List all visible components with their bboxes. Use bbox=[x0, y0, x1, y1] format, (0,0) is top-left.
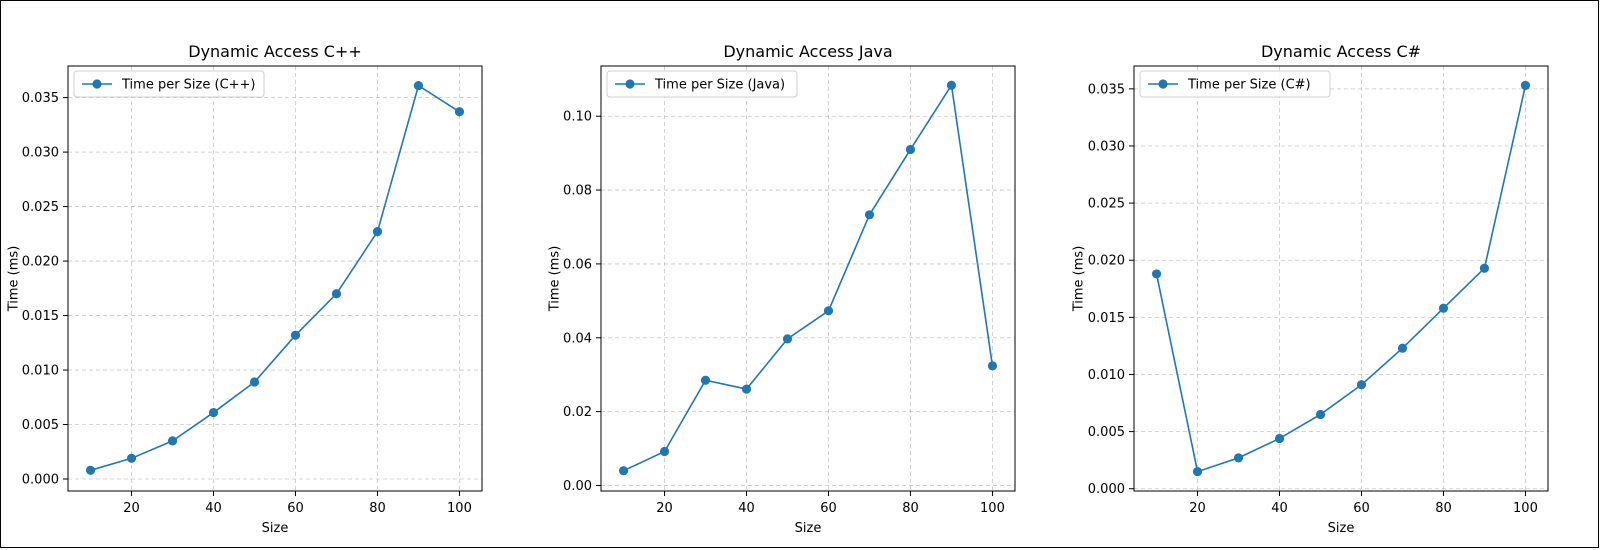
data-point bbox=[1356, 380, 1367, 390]
y-tick-label: 0.020 bbox=[22, 255, 59, 270]
x-tick-label: 20 bbox=[1189, 501, 1206, 516]
data-point bbox=[946, 80, 957, 90]
data-point bbox=[1151, 269, 1162, 279]
data-point bbox=[741, 384, 752, 394]
y-tick-label: 0.000 bbox=[1088, 482, 1125, 497]
legend-label: Time per Size (C++) bbox=[121, 78, 256, 93]
y-axis-label: Time (ms) bbox=[548, 246, 563, 313]
data-point bbox=[823, 306, 834, 316]
data-point bbox=[1315, 409, 1326, 420]
data-point bbox=[249, 377, 260, 387]
legend-point-marker bbox=[625, 79, 635, 89]
x-tick-label: 20 bbox=[123, 501, 140, 516]
y-tick-label: 0.025 bbox=[1088, 197, 1125, 212]
chart-panel-2: 20 40 60 80 100 0.00 0.02 0.04 0.06 0.08 0.10 Dynam… bbox=[548, 42, 1016, 536]
x-tick-label: 40 bbox=[1271, 501, 1288, 516]
legend-box bbox=[73, 70, 265, 98]
y-tick-label: 0.015 bbox=[1088, 311, 1125, 326]
data-point bbox=[1438, 303, 1449, 313]
y-tick-label: 0.000 bbox=[22, 473, 59, 488]
chart-title: Dynamic Access C++ bbox=[188, 42, 362, 61]
data-point bbox=[167, 436, 178, 446]
legend: Time per Size (Java) bbox=[606, 70, 798, 98]
data-point bbox=[659, 446, 670, 457]
y-tick-label: 0.030 bbox=[22, 146, 59, 161]
x-tick-label: 100 bbox=[447, 501, 472, 516]
legend-label: Time per Size (Java) bbox=[654, 78, 785, 93]
x-tick-label: 40 bbox=[205, 501, 222, 516]
y-tick-label: 0.015 bbox=[22, 309, 59, 324]
series-line bbox=[90, 84, 460, 472]
data-point bbox=[1479, 263, 1490, 273]
y-tick-label: 0.005 bbox=[22, 418, 59, 433]
x-tick-label: 100 bbox=[980, 501, 1005, 516]
y-tick-label: 0.025 bbox=[22, 200, 59, 215]
chart-panel-3: 20 40 60 80 100 0.000 0.005 0.010 0.015 0.020 0.02… bbox=[1072, 42, 1549, 536]
data-point bbox=[1192, 466, 1203, 477]
data-point bbox=[700, 375, 711, 385]
y-tick-label: 0.02 bbox=[563, 405, 592, 420]
y-tick-label: 0.020 bbox=[1088, 254, 1125, 269]
data-point bbox=[85, 465, 96, 475]
data-point bbox=[454, 107, 465, 117]
plot-area-border bbox=[600, 65, 1016, 492]
x-axis-label: Size bbox=[1328, 521, 1355, 536]
x-tick-label: 20 bbox=[656, 501, 673, 516]
x-tick-label: 60 bbox=[287, 501, 304, 516]
x-axis-label: Size bbox=[262, 521, 289, 536]
data-point bbox=[782, 334, 793, 344]
y-tick-label: 0.010 bbox=[22, 364, 59, 379]
chart-title: Dynamic Access Java bbox=[723, 42, 892, 61]
data-point bbox=[905, 144, 916, 155]
data-point bbox=[1520, 80, 1531, 91]
y-tick-label: 0.010 bbox=[1088, 368, 1125, 383]
legend-point-marker bbox=[1158, 79, 1168, 89]
y-axis-label: Time (ms) bbox=[7, 246, 22, 313]
series-line bbox=[623, 82, 994, 472]
x-tick-label: 40 bbox=[738, 501, 755, 516]
x-tick-label: 60 bbox=[1353, 501, 1370, 516]
x-tick-label: 80 bbox=[902, 501, 919, 516]
data-point bbox=[987, 361, 998, 371]
data-point bbox=[331, 289, 342, 299]
data-point bbox=[126, 453, 137, 463]
y-tick-label: 0.035 bbox=[1088, 82, 1125, 97]
plot-area-border bbox=[67, 65, 483, 492]
x-tick-label: 80 bbox=[1435, 501, 1452, 516]
x-tick-label: 100 bbox=[1513, 501, 1538, 516]
y-tick-label: 0.00 bbox=[563, 479, 592, 494]
y-axis-label: Time (ms) bbox=[1072, 246, 1087, 313]
y-tick-label: 0.06 bbox=[563, 257, 592, 272]
data-point bbox=[1274, 433, 1285, 444]
series-line bbox=[1155, 85, 1527, 473]
legend: Time per Size (C++) bbox=[73, 70, 265, 98]
legend-box bbox=[606, 70, 798, 98]
legend: Time per Size (C#) bbox=[1139, 70, 1331, 98]
plot-area-border bbox=[1133, 65, 1549, 492]
x-axis-label: Size bbox=[795, 521, 822, 536]
chart-title: Dynamic Access C# bbox=[1261, 42, 1421, 61]
x-tick-label: 60 bbox=[820, 501, 837, 516]
y-tick-label: 0.10 bbox=[563, 110, 592, 125]
y-tick-label: 0.04 bbox=[563, 331, 592, 346]
data-point bbox=[413, 81, 424, 91]
y-tick-label: 0.030 bbox=[1088, 139, 1125, 154]
y-tick-label: 0.035 bbox=[22, 91, 59, 106]
data-point bbox=[372, 227, 383, 237]
legend-point-marker bbox=[92, 79, 102, 89]
y-tick-label: 0.08 bbox=[563, 184, 592, 199]
y-tick-label: 0.005 bbox=[1088, 425, 1125, 440]
data-point bbox=[290, 330, 301, 340]
legend-label: Time per Size (C#) bbox=[1187, 78, 1311, 93]
chart-panel-1: 20 40 60 80 100 0.000 0.005 0.010 0.015 0.020 0.02… bbox=[7, 42, 483, 536]
data-point bbox=[1397, 343, 1408, 353]
x-tick-label: 80 bbox=[369, 501, 386, 516]
data-point bbox=[864, 210, 875, 220]
data-point bbox=[208, 407, 219, 418]
legend-box bbox=[1139, 70, 1331, 98]
data-point bbox=[618, 466, 629, 476]
data-point bbox=[1233, 453, 1244, 463]
